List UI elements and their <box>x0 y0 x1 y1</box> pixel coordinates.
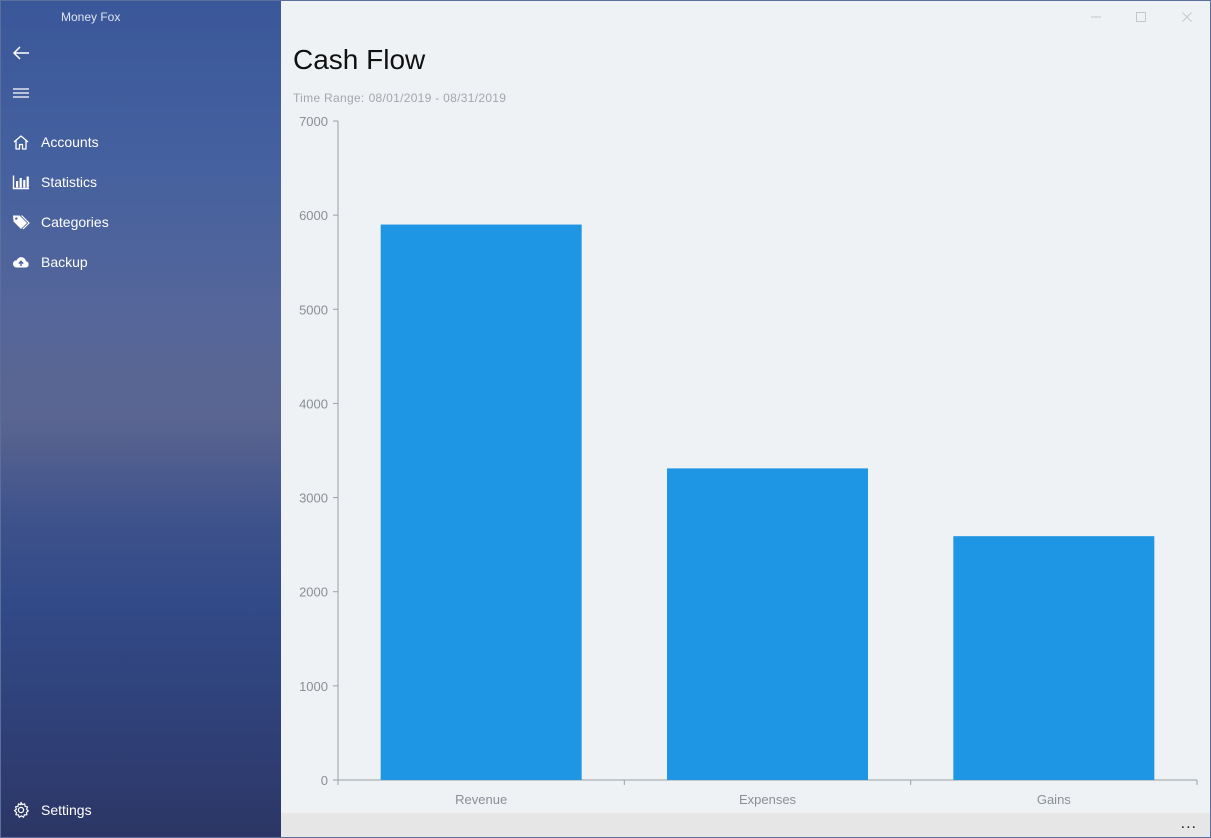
sidebar-item-backup[interactable]: Backup <box>0 244 281 280</box>
more-options-button[interactable]: ... <box>1180 815 1197 832</box>
hamburger-menu-icon <box>13 88 29 98</box>
x-tick-label: Revenue <box>455 792 507 807</box>
bar-expenses <box>667 468 868 780</box>
y-tick-label: 5000 <box>299 302 328 317</box>
maximize-icon <box>1136 12 1146 22</box>
hamburger-menu-button[interactable] <box>8 80 34 106</box>
bar-revenue <box>380 224 582 781</box>
home-icon <box>11 132 31 152</box>
minimize-button[interactable] <box>1081 6 1111 28</box>
y-tick-label: 3000 <box>299 491 328 506</box>
page-title: Cash Flow <box>293 44 426 75</box>
sidebar-item-settings[interactable]: Settings <box>0 792 281 828</box>
x-tick-label: Expenses <box>739 792 797 807</box>
sidebar-item-label: Backup <box>41 254 88 270</box>
y-tick-label: 1000 <box>299 679 328 694</box>
maximize-button[interactable] <box>1126 6 1156 28</box>
sidebar-item-label: Accounts <box>41 134 99 150</box>
sidebar-item-label: Statistics <box>41 174 98 190</box>
sidebar-item-label: Categories <box>41 214 109 230</box>
x-tick-label: Gains <box>1037 792 1071 807</box>
close-icon <box>1182 12 1192 22</box>
back-arrow-icon <box>12 46 29 60</box>
y-tick-label: 2000 <box>299 585 328 600</box>
sidebar-item-statistics[interactable]: Statistics <box>0 164 281 200</box>
bottom-app-bar: ... <box>281 813 1211 838</box>
cloud-upload-icon <box>11 252 31 272</box>
bar-gains <box>953 536 1155 780</box>
sidebar: Money Fox Accounts Statistics <box>0 0 281 838</box>
time-range: Time Range: 08/01/2019 - 08/31/2019 <box>293 91 510 105</box>
time-range-value: 08/01/2019 - 08/31/2019 <box>368 91 507 105</box>
back-button[interactable] <box>8 40 34 66</box>
bar-chart-icon <box>11 172 31 192</box>
y-tick-label: 0 <box>321 773 328 788</box>
sidebar-item-categories[interactable]: Categories <box>0 204 281 240</box>
sidebar-item-label: Settings <box>41 802 92 818</box>
close-button[interactable] <box>1172 6 1202 28</box>
cash-flow-chart: 0 1000 2000 3000 4000 5000 6000 7000 Revenue Expe… <box>299 114 1198 807</box>
tags-icon <box>11 212 31 232</box>
gear-icon <box>11 800 31 820</box>
y-tick-label: 4000 <box>299 396 328 411</box>
sidebar-item-accounts[interactable]: Accounts <box>0 124 281 160</box>
y-tick-label: 7000 <box>299 114 328 129</box>
minimize-icon <box>1091 16 1101 18</box>
app-title: Money Fox <box>61 10 121 24</box>
time-range-label: Time Range: <box>293 91 365 105</box>
y-tick-label: 6000 <box>299 208 328 223</box>
